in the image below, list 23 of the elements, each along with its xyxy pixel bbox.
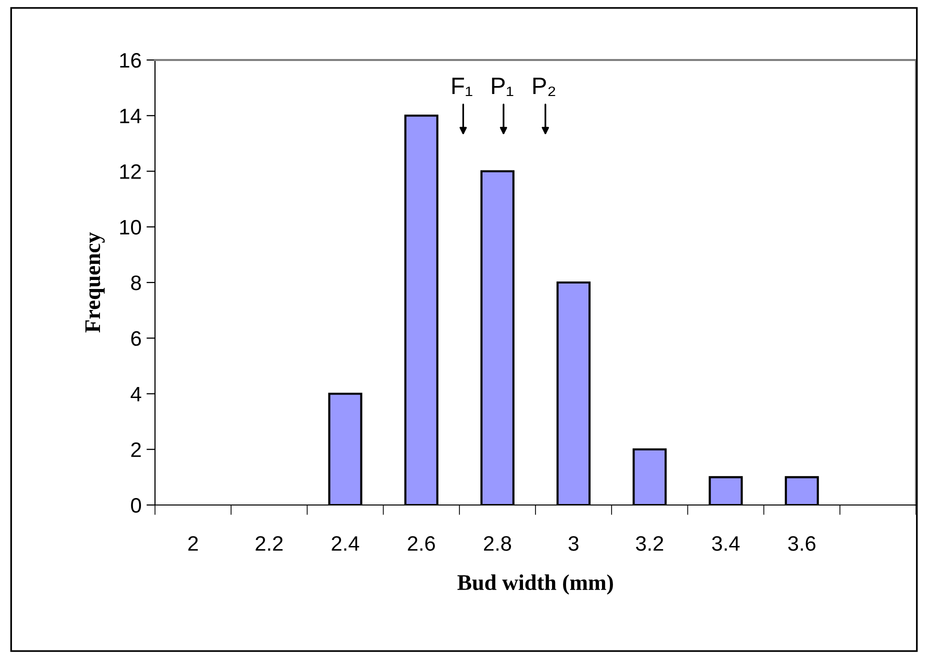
y-tick-label: 8 xyxy=(131,276,141,290)
x-tick-label: 2.8 xyxy=(484,536,512,551)
x-tick-label: 2.2 xyxy=(256,536,283,551)
x-tick-label: 3 xyxy=(568,536,578,551)
y-tick-label: 6 xyxy=(131,331,141,346)
x-tick-label: 3.4 xyxy=(712,536,740,551)
x-axis-title: Bud width (mm) xyxy=(457,574,613,595)
annotation: P₁ xyxy=(492,78,514,96)
x-tick-label: 2 xyxy=(188,536,198,551)
y-tick-label: 10 xyxy=(120,220,141,235)
x-tick-label: 2.6 xyxy=(408,536,435,551)
x-tick-label: 3.6 xyxy=(788,536,816,551)
y-tick-label: 12 xyxy=(120,164,141,179)
y-tick-label: 4 xyxy=(130,386,142,402)
x-tick-label: 3.2 xyxy=(636,536,664,551)
y-axis-title: Frequency xyxy=(85,232,105,333)
annotation: P₂ xyxy=(533,78,556,96)
y-tick-label: 16 xyxy=(120,53,141,68)
y-tick-label: 0 xyxy=(131,498,141,513)
y-tick-label: 2 xyxy=(131,442,141,457)
annotation: F₁ xyxy=(452,78,472,96)
y-tick-label: 14 xyxy=(120,108,142,124)
x-tick-label: 2.4 xyxy=(332,536,360,551)
